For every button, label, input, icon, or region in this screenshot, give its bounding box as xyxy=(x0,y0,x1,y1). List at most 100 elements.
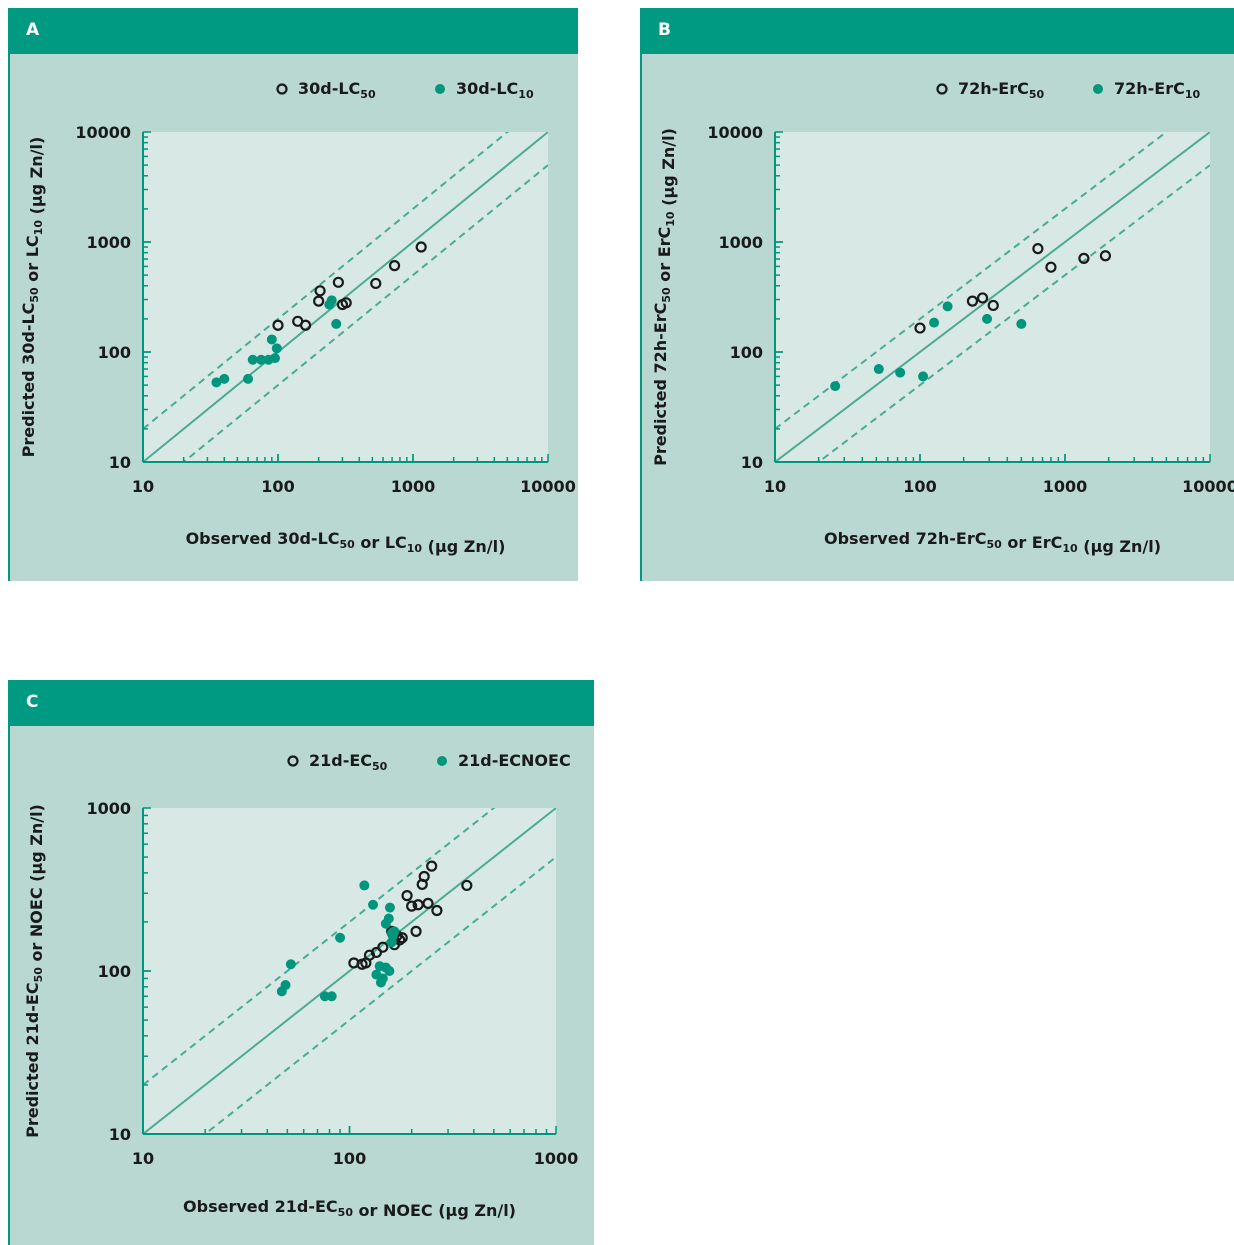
legend-marker-open xyxy=(287,755,299,767)
data-point-open xyxy=(388,260,401,272)
x-tick-label: 10 xyxy=(132,1149,154,1168)
y-tick-label: 10 xyxy=(109,1125,131,1144)
x-axis-label: Observed 21d-EC50 or NOEC (µg Zn/l) xyxy=(183,1197,516,1220)
panel-b-letter: B xyxy=(658,20,671,40)
y-tick-label: 10 xyxy=(109,453,131,472)
data-point-filled xyxy=(359,880,370,891)
data-point-open xyxy=(415,241,427,253)
data-point-filled xyxy=(982,313,993,324)
data-point-filled xyxy=(326,991,337,1002)
data-point-filled xyxy=(918,371,929,382)
data-point-filled xyxy=(384,966,395,976)
data-point-open xyxy=(313,295,325,307)
data-point-open xyxy=(422,897,434,909)
data-point-filled xyxy=(266,334,277,345)
data-point-filled xyxy=(219,373,230,384)
x-axis-label: Observed 30d-LC50 or LC10 (µg Zn/l) xyxy=(186,529,506,556)
data-point-open xyxy=(314,285,326,297)
y-tick-label: 10000 xyxy=(75,123,131,142)
data-point-open xyxy=(299,319,312,331)
data-point-open xyxy=(406,900,418,912)
data-point-filled xyxy=(335,932,346,943)
data-point-filled xyxy=(331,318,342,329)
data-point-filled xyxy=(211,377,222,388)
data-point-filled xyxy=(384,902,395,913)
data-point-filled xyxy=(389,926,400,937)
legend-marker-filled xyxy=(435,84,445,94)
legend-marker-open xyxy=(276,83,288,95)
x-axis-label: Observed 72h-ErC50 or ErC10 (µg Zn/l) xyxy=(824,529,1161,556)
y-tick-label: 1000 xyxy=(86,233,131,252)
data-point-open xyxy=(340,297,352,309)
y-axis-label: Predicted 72h-ErC50 or ErC10 (µg Zn/l) xyxy=(651,128,678,466)
data-point-open xyxy=(461,879,473,892)
data-point-open xyxy=(377,941,389,953)
panel-b-header: B xyxy=(642,8,1234,54)
x-tick-label: 100 xyxy=(333,1149,366,1168)
x-tick-label: 10000 xyxy=(520,477,576,496)
factor-two-upper-line xyxy=(143,808,496,1086)
one-to-one-line xyxy=(143,808,556,1134)
y-axis-label: Predicted 21d-EC50 or NOEC (µg Zn/l) xyxy=(23,804,46,1138)
panel-c-header: C xyxy=(10,680,594,726)
chart-a: 10 100 1000 10000 10 100 1000 10000 Observed 30d… xyxy=(19,79,576,556)
panel-c-letter: C xyxy=(26,692,39,712)
panel-c: C 10 100 1000 10 100 1000 Observed 21d-EC50 or… xyxy=(8,680,594,1245)
data-point-filled xyxy=(285,959,296,970)
data-point-filled xyxy=(243,373,254,384)
data-point-filled xyxy=(280,980,291,991)
chart-c: 10 100 1000 10 100 1000 Observed 21d-EC50 or N… xyxy=(23,751,578,1220)
data-point-filled xyxy=(256,354,267,365)
legend-label: 30d-LC50 xyxy=(298,79,376,101)
factor-two-upper-line xyxy=(143,132,509,430)
legend-label: 30d-LC10 xyxy=(456,79,534,101)
y-tick-label: 10000 xyxy=(707,123,763,142)
x-tick-label: 10 xyxy=(132,477,154,496)
data-point-open xyxy=(410,925,422,937)
data-point-filled xyxy=(873,364,884,375)
x-tick-label: 10 xyxy=(764,477,786,496)
data-point-filled xyxy=(942,301,953,312)
x-tick-label: 100 xyxy=(261,477,294,496)
panel-a-letter: A xyxy=(26,20,40,40)
data-point-filled xyxy=(368,899,379,910)
data-point-open xyxy=(914,322,926,334)
data-point-open xyxy=(1078,252,1090,264)
x-tick-label: 1000 xyxy=(391,477,436,496)
data-point-open xyxy=(418,870,430,883)
x-tick-label: 100 xyxy=(903,477,936,496)
panel-a-header: A xyxy=(10,8,578,54)
data-point-open xyxy=(272,319,284,331)
y-tick-label: 1000 xyxy=(718,233,763,252)
data-point-filled xyxy=(830,381,841,392)
legend-marker-filled xyxy=(437,756,447,766)
factor-two-lower-line xyxy=(182,164,548,462)
data-point-filled xyxy=(1016,318,1027,329)
chart-b: 10 100 1000 10000 10 100 1000 10000 Observed 72h… xyxy=(651,79,1234,556)
x-tick-label: 1000 xyxy=(1043,477,1088,496)
data-point-open xyxy=(987,299,999,312)
data-point-filled xyxy=(377,973,388,984)
y-tick-label: 10 xyxy=(741,453,763,472)
data-point-open xyxy=(1032,243,1044,255)
one-to-one-line xyxy=(775,132,1210,462)
data-point-open xyxy=(966,295,979,307)
data-point-open xyxy=(401,890,413,902)
data-point-open xyxy=(431,904,443,917)
data-point-filled xyxy=(269,353,280,364)
data-point-filled xyxy=(247,354,258,365)
panel-a: A 10 100 1000 10000 10 100 1000 10000 Observed 3… xyxy=(8,8,578,581)
y-tick-label: 1000 xyxy=(86,799,131,818)
data-point-filled xyxy=(383,913,394,924)
data-point-open xyxy=(1099,250,1112,262)
one-to-one-line xyxy=(143,132,548,462)
legend-label: 72h-ErC50 xyxy=(958,79,1045,101)
legend-marker-open xyxy=(936,83,948,95)
y-tick-label: 100 xyxy=(98,343,131,362)
data-point-open xyxy=(976,292,989,304)
data-point-open xyxy=(426,860,438,872)
data-point-filled xyxy=(895,367,906,378)
y-tick-label: 100 xyxy=(730,343,763,362)
x-tick-label: 10000 xyxy=(1182,477,1234,496)
data-point-open xyxy=(396,932,408,944)
